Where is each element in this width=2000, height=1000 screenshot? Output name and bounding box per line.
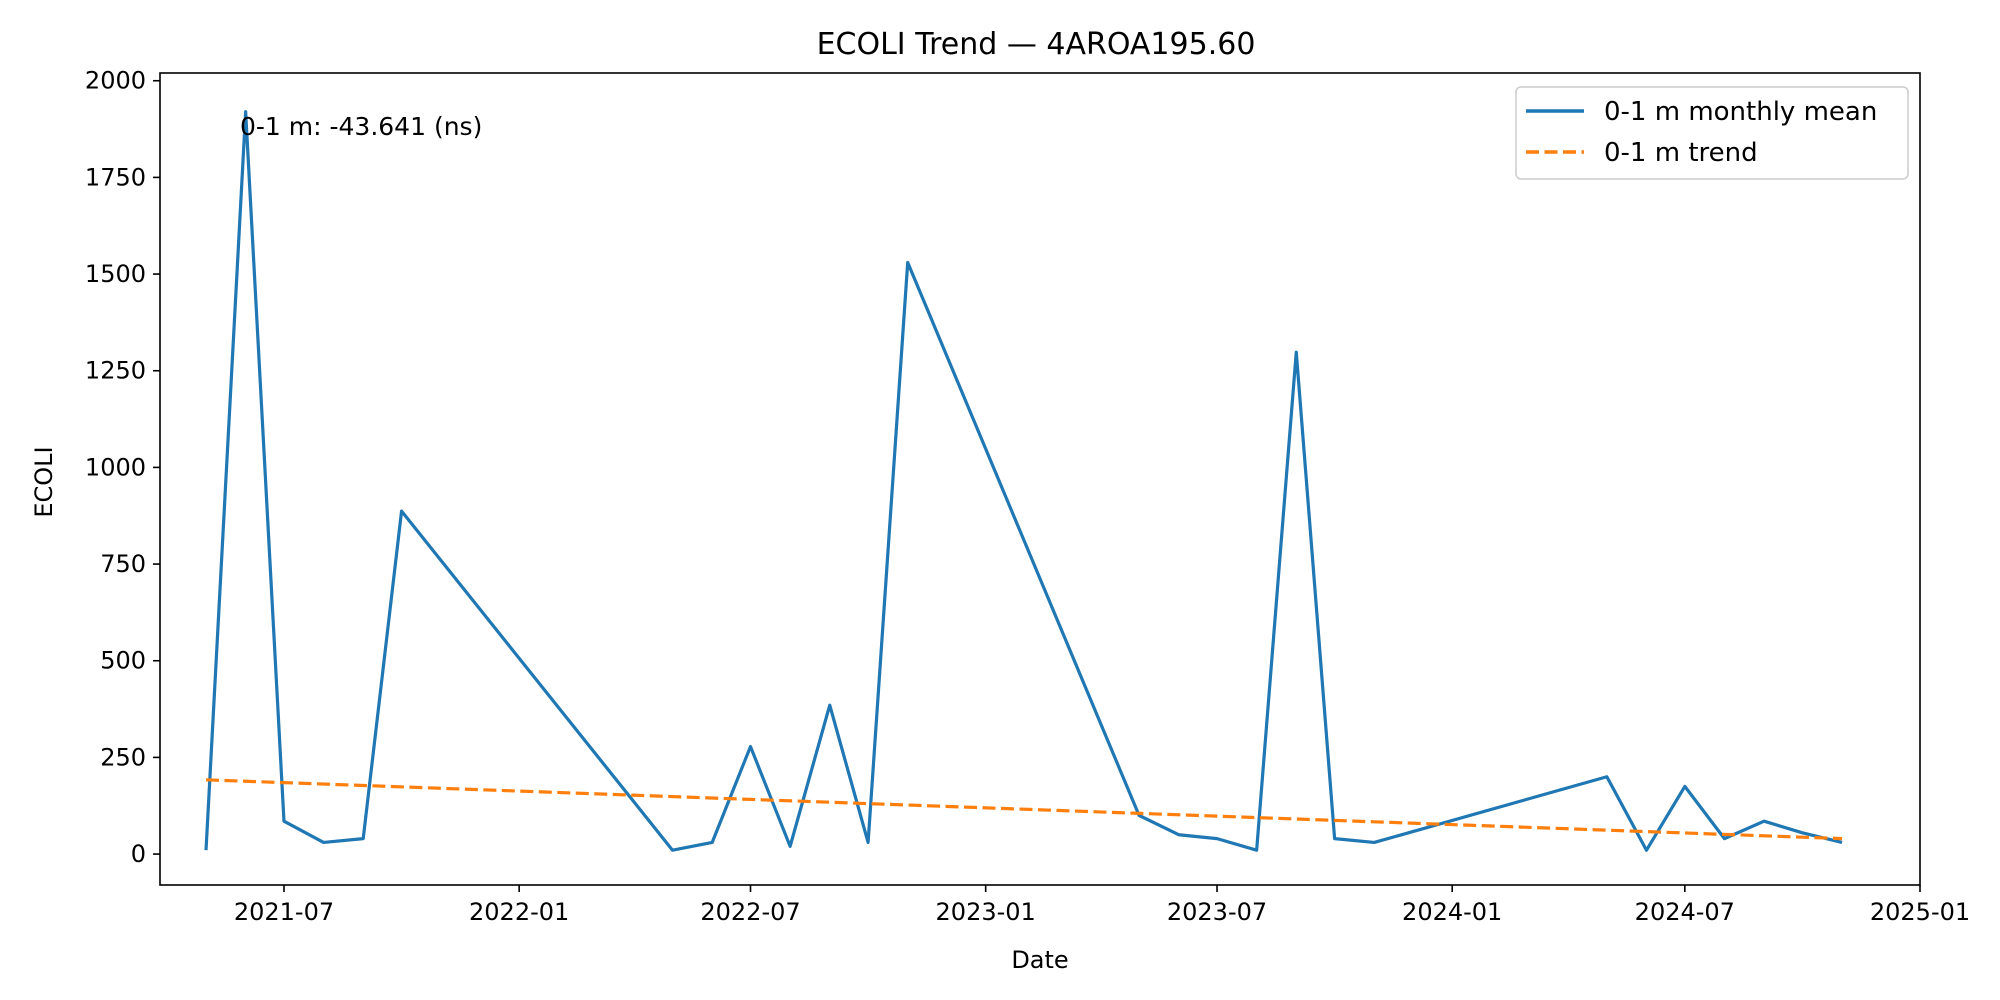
x-tick-label: 2022-01 [469, 898, 569, 926]
x-tick-label: 2023-07 [1167, 898, 1267, 926]
y-tick-label: 1250 [85, 357, 146, 385]
y-tick-label: 1500 [85, 260, 146, 288]
x-axis-label: Date [1011, 946, 1068, 974]
x-tick-label: 2022-07 [700, 898, 800, 926]
x-tick-label: 2024-01 [1402, 898, 1502, 926]
series-line-monthly-mean [204, 110, 1843, 852]
trend-annotation: 0-1 m: -43.641 (ns) [240, 112, 482, 141]
x-tick-label: 2025-01 [1870, 898, 1970, 926]
y-tick-label: 0 [131, 840, 146, 868]
x-tick-label: 2024-07 [1635, 898, 1735, 926]
plot-area: 0 250 500 750 1000 1250 1500 1750 2000 2021-07 202… [85, 67, 1970, 926]
legend-label-trend: 0-1 m trend [1604, 138, 1758, 168]
chart-title: ECOLI Trend — 4AROA195.60 [817, 27, 1256, 62]
series-line-trend [205, 778, 1843, 841]
y-tick-label: 1750 [85, 163, 146, 191]
y-tick-label: 1000 [85, 453, 146, 481]
legend-box [1515, 86, 1909, 180]
x-tick-label: 2023-01 [936, 898, 1036, 926]
y-tick-label: 2000 [85, 67, 146, 95]
y-tick-label: 750 [100, 550, 146, 578]
legend: 0-1 m monthly mean 0-1 m trend [1515, 86, 1909, 180]
plot-frame [159, 72, 1921, 886]
legend-label-monthly-mean: 0-1 m monthly mean [1604, 97, 1877, 127]
y-tick-label: 250 [100, 743, 146, 771]
x-tick-label: 2021-07 [234, 898, 334, 926]
y-axis-label: ECOLI [30, 446, 58, 517]
y-tick-label: 500 [100, 647, 146, 675]
